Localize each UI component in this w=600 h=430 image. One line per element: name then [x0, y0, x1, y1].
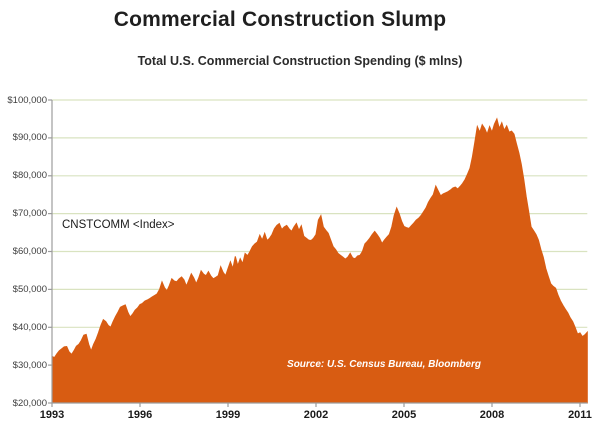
source-note: Source: U.S. Census Bureau, Bloomberg [287, 359, 481, 370]
y-axis-tick-label: $90,000 [12, 132, 47, 144]
x-axis-tick-label: 1996 [127, 409, 153, 421]
x-axis-tick-label: 1999 [215, 409, 241, 421]
chart-title: Commercial Construction Slump [113, 8, 447, 31]
area-series [51, 117, 588, 404]
y-axis-tick-label: $70,000 [12, 208, 47, 220]
x-axis-tick-label: 2005 [391, 409, 417, 421]
y-axis-tick-label: $100,000 [7, 94, 47, 106]
series-ticker-label: CNSTCOMM <Index> [62, 219, 175, 231]
y-axis-tick-label: $80,000 [12, 170, 47, 182]
x-axis-tick-label: 1993 [39, 409, 65, 421]
y-axis-tick-label: $50,000 [12, 283, 47, 295]
y-axis-tick-label: $40,000 [12, 321, 47, 333]
x-axis-tick-label: 2002 [303, 409, 329, 421]
y-axis-tick-label: $60,000 [12, 246, 47, 257]
x-axis-tick-label: 2011 [568, 409, 592, 421]
x-axis-tick-label: 2008 [479, 409, 505, 421]
y-axis-tick-label: $30,000 [12, 359, 47, 371]
chart-subtitle: Total U.S. Commercial Construction Spend… [137, 54, 463, 68]
y-axis-tick-label: $20,000 [12, 397, 47, 409]
